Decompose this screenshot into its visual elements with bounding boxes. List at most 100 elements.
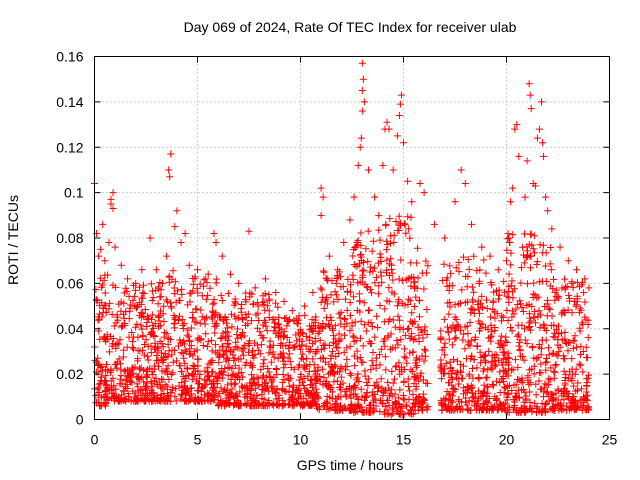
data-point <box>379 161 387 169</box>
data-point <box>121 383 129 391</box>
data-point <box>224 363 232 371</box>
data-point <box>206 376 214 384</box>
data-point <box>147 377 155 385</box>
data-point <box>467 309 475 317</box>
data-point <box>500 383 508 391</box>
x-tick-label: 15 <box>396 432 412 448</box>
data-point <box>326 369 334 377</box>
data-point <box>110 322 118 330</box>
data-point <box>473 267 481 275</box>
data-point <box>377 268 385 276</box>
data-point <box>295 316 303 324</box>
data-point <box>167 370 175 378</box>
data-point <box>509 406 517 414</box>
data-point <box>291 343 299 351</box>
data-point <box>240 344 248 352</box>
data-point <box>305 336 313 344</box>
data-point <box>540 320 548 328</box>
data-point <box>231 312 239 320</box>
data-point <box>558 284 566 292</box>
data-point <box>309 288 317 296</box>
data-point <box>148 383 156 391</box>
data-point <box>224 354 232 362</box>
data-point <box>412 396 420 404</box>
data-point <box>504 403 512 411</box>
data-point <box>371 193 379 201</box>
data-point <box>562 371 570 379</box>
data-point <box>123 376 131 384</box>
data-point <box>477 299 485 307</box>
data-point <box>235 364 243 372</box>
data-point <box>207 358 215 366</box>
data-point <box>253 341 261 349</box>
data-point <box>182 386 190 394</box>
data-point <box>367 366 375 374</box>
data-point <box>350 338 358 346</box>
data-point <box>437 327 445 335</box>
data-point <box>204 338 212 346</box>
data-point <box>331 335 339 343</box>
data-point <box>143 322 151 330</box>
data-point <box>517 377 525 385</box>
data-point <box>487 337 495 345</box>
data-point <box>155 323 163 331</box>
data-point <box>321 358 329 366</box>
data-point <box>542 336 550 344</box>
data-point <box>203 314 211 322</box>
data-point <box>393 337 401 345</box>
data-point <box>163 298 171 306</box>
data-point <box>147 342 155 350</box>
data-point <box>339 282 347 290</box>
data-point <box>174 287 182 295</box>
data-point <box>306 333 314 341</box>
data-point <box>476 348 484 356</box>
data-point <box>166 335 174 343</box>
data-point <box>349 271 357 279</box>
data-point <box>119 310 127 318</box>
data-point <box>320 400 328 408</box>
data-point <box>523 340 531 348</box>
data-point <box>378 278 386 286</box>
data-point <box>146 234 154 242</box>
data-point <box>560 367 568 375</box>
data-point <box>508 277 516 285</box>
data-point <box>534 293 542 301</box>
y-tick-label: 0.08 <box>56 230 83 246</box>
data-point <box>525 80 533 88</box>
data-point <box>217 291 225 299</box>
data-point <box>404 383 412 391</box>
data-point <box>230 301 238 309</box>
data-point <box>464 330 472 338</box>
data-point <box>99 309 107 317</box>
data-point <box>264 364 272 372</box>
data-point <box>365 402 373 410</box>
data-point <box>577 361 585 369</box>
data-point <box>178 316 186 324</box>
data-point <box>464 406 472 414</box>
data-point <box>139 289 147 297</box>
data-point <box>281 401 289 409</box>
data-point <box>386 260 394 268</box>
data-point <box>312 313 320 321</box>
data-point <box>280 298 288 306</box>
data-point <box>533 258 541 266</box>
data-point <box>211 329 219 337</box>
data-point <box>380 318 388 326</box>
data-point <box>253 324 261 332</box>
data-point <box>385 271 393 279</box>
data-point <box>412 363 420 371</box>
data-point <box>406 335 414 343</box>
data-point <box>297 370 305 378</box>
data-point <box>221 385 229 393</box>
data-point <box>326 382 334 390</box>
data-point <box>468 383 476 391</box>
data-point <box>204 389 212 397</box>
data-point <box>175 342 183 350</box>
data-point <box>167 150 175 158</box>
data-point <box>279 341 287 349</box>
data-point <box>512 393 520 401</box>
data-point <box>487 364 495 372</box>
data-point <box>155 311 163 319</box>
data-point <box>295 394 303 402</box>
data-point <box>509 231 517 239</box>
